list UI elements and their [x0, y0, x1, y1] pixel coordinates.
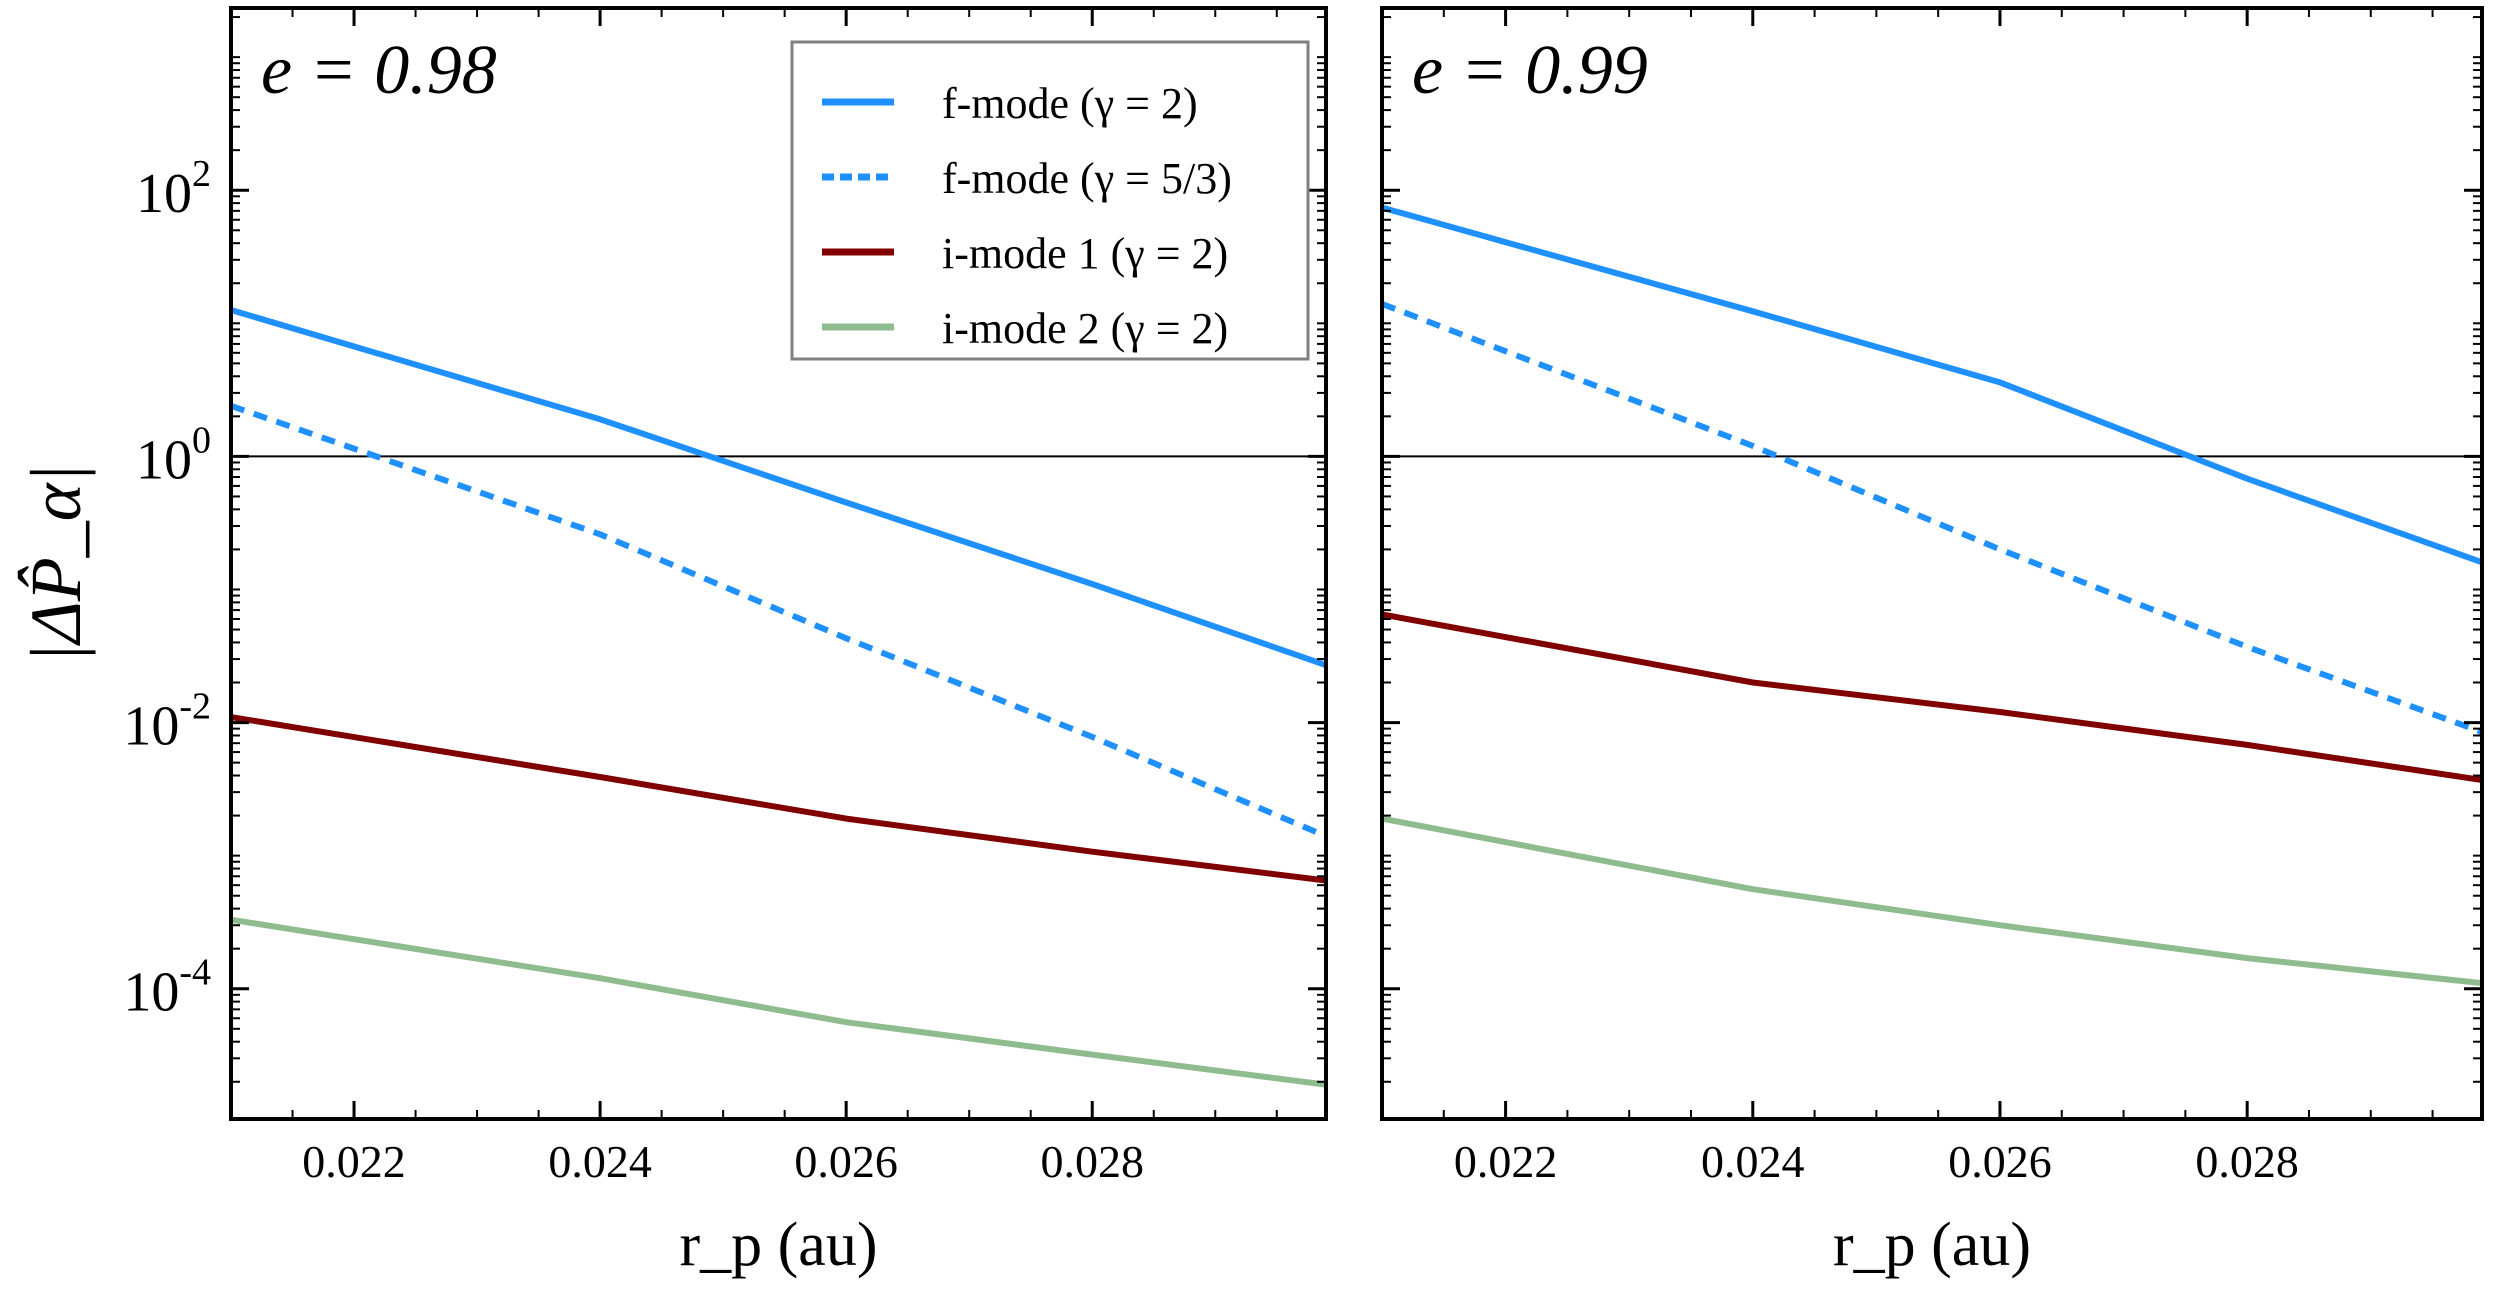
y-tick-base: 10 [123, 962, 179, 1024]
legend-label-2: f-mode (γ = 5/3) [942, 154, 1232, 203]
legend-frame [790, 40, 1310, 361]
series-line-3 [231, 714, 1326, 884]
x-tick-label: 0.026 [1948, 1136, 2052, 1187]
x-axis-label: r_p (au) [680, 1211, 878, 1279]
x-tick-label: 0.024 [548, 1136, 652, 1187]
y-tick-label: 102 [136, 153, 211, 225]
legend: f-mode (γ = 2) f-mode (γ = 5/3) i-mode 1 (… [790, 40, 1310, 361]
series-line-2 [231, 402, 1326, 839]
x-tick-label: 0.028 [1040, 1136, 1144, 1187]
panel-annotation: e = 0.99 [1412, 32, 1648, 109]
series-line-4 [231, 916, 1326, 1088]
y-tick-base: 10 [136, 429, 192, 491]
y-tick-label: 100 [136, 419, 211, 491]
x-tick-label: 0.024 [1701, 1136, 1805, 1187]
y-tick-base: 10 [136, 163, 192, 225]
y-axis-label: |ΔP̂_α| [16, 464, 96, 664]
series-line-3 [1382, 611, 2482, 783]
y-tick-label: 10-2 [123, 686, 211, 758]
y-tick-base: 10 [123, 696, 179, 758]
x-axis-label: r_p (au) [1833, 1211, 2031, 1279]
legend-label-4: i-mode 2 (γ = 2) [942, 304, 1228, 353]
y-tick-exponent: 0 [192, 419, 211, 461]
axes-frame [1380, 6, 2484, 1121]
y-tick-exponent: 2 [192, 153, 211, 195]
y-tick-exponent: -2 [179, 686, 211, 728]
panel-annotation: e = 0.98 [261, 32, 497, 109]
panel-2: 0.022 0.024 0.026 0.028 e = 0.99 r_p (au) [1380, 6, 2484, 1279]
series-line-2 [1382, 301, 2482, 735]
series-line-4 [1382, 815, 2482, 987]
x-tick-label: 0.028 [2195, 1136, 2299, 1187]
series-line-1 [231, 307, 1326, 669]
axes-frame [229, 6, 1328, 1121]
x-tick-label: 0.026 [794, 1136, 898, 1187]
series-line-1 [1382, 204, 2482, 566]
legend-label-1: f-mode (γ = 2) [942, 79, 1198, 128]
x-tick-label: 0.022 [302, 1136, 406, 1187]
x-tick-label: 0.022 [1454, 1136, 1558, 1187]
legend-label-3: i-mode 1 (γ = 2) [942, 229, 1228, 278]
y-tick-label: 10-4 [123, 952, 211, 1024]
y-tick-exponent: -4 [179, 952, 211, 994]
